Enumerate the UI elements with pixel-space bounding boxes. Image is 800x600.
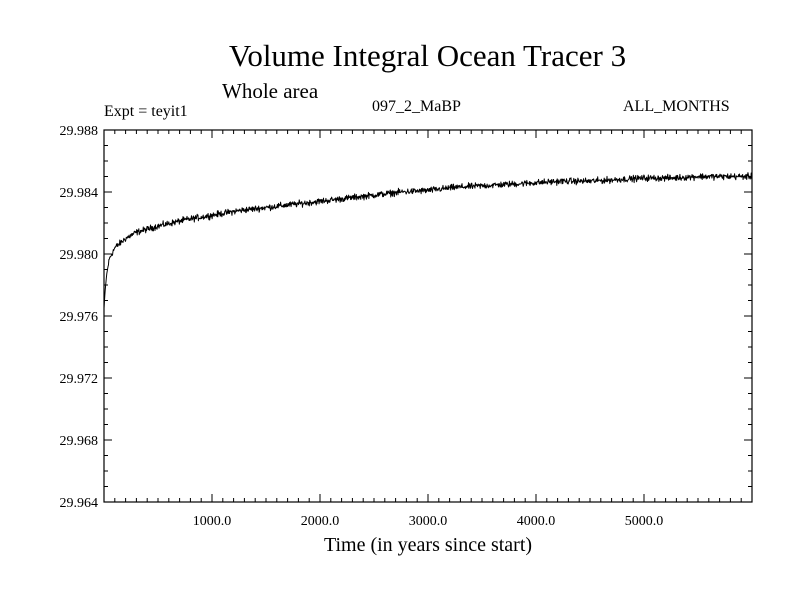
x-tick-label: 1000.0 bbox=[193, 514, 232, 529]
run-label: 097_2_MaBP bbox=[372, 98, 461, 115]
x-tick-label: 4000.0 bbox=[517, 514, 556, 529]
y-tick-label: 29.980 bbox=[60, 248, 99, 263]
x-tick-label: 5000.0 bbox=[625, 514, 664, 529]
y-axis-ticks: 29.964 29.968 29.972 29.976 29.980 29.984 29.9… bbox=[60, 124, 752, 511]
plot-frame bbox=[103, 129, 753, 503]
chart-title: Volume Integral Ocean Tracer 3 bbox=[228, 38, 627, 73]
y-tick-label: 29.988 bbox=[60, 124, 99, 139]
x-tick-label: 3000.0 bbox=[409, 514, 448, 529]
y-tick-label: 29.968 bbox=[60, 434, 99, 449]
months-label: ALL_MONTHS bbox=[623, 98, 730, 115]
x-axis-label: Time (in years since start) bbox=[323, 534, 533, 556]
y-tick-label: 29.972 bbox=[60, 372, 99, 387]
series-layer bbox=[103, 172, 753, 309]
x-axis-ticks: 1000.0 2000.0 3000.0 4000.0 5000.0 bbox=[114, 130, 742, 529]
y-tick-label: 29.976 bbox=[60, 310, 99, 325]
series-line bbox=[103, 172, 753, 309]
y-tick-label: 29.964 bbox=[60, 496, 99, 511]
x-tick-label: 2000.0 bbox=[301, 514, 340, 529]
experiment-label: Expt = teyit1 bbox=[104, 103, 188, 120]
y-tick-label: 29.984 bbox=[60, 186, 99, 201]
chart-subtitle: Whole area bbox=[222, 79, 319, 103]
